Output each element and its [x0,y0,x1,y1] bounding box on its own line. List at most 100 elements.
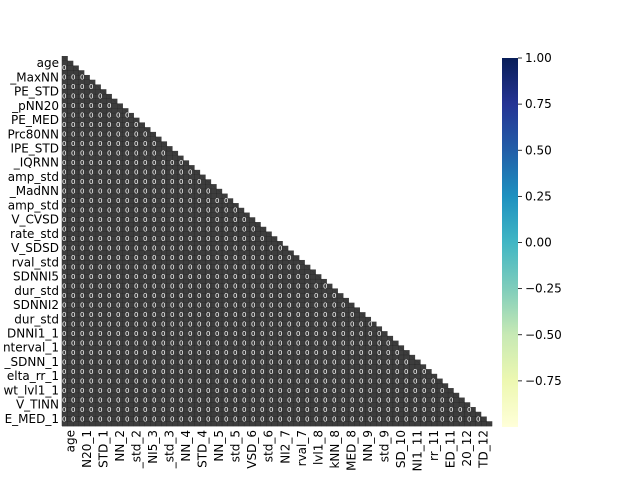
cell-annotation: 0 [377,339,381,347]
cell-annotation: 0 [350,358,354,366]
heatmap-cell [84,259,90,266]
heatmap-cell [183,184,190,190]
heatmap-cell [161,321,168,327]
heatmap-cell [177,259,184,266]
cell-annotation: 0 [287,387,291,395]
x-tick-label: rr_11 [427,430,441,461]
heatmap-cell [67,174,74,180]
heatmap-cell [277,364,283,370]
heatmap-cell [332,407,338,413]
cell-annotation: 0 [386,406,390,414]
heatmap-cell [150,331,157,337]
heatmap-cell [73,293,79,299]
heatmap-cell [133,255,140,261]
cell-annotation: 0 [206,273,210,281]
heatmap-cell [100,231,107,237]
cell-annotation: 0 [314,387,318,395]
heatmap-cell [260,340,267,346]
heatmap-cell [100,321,107,327]
heatmap-cell [111,350,118,356]
heatmap-cell [139,236,145,242]
cell-annotation: 0 [107,169,111,177]
cell-annotation: 0 [62,102,66,110]
heatmap-cell [62,397,68,403]
cell-annotation: 0 [161,320,165,328]
heatmap-cell [243,226,250,232]
heatmap-cell [84,326,90,332]
heatmap-cell [260,255,267,261]
heatmap-cell [133,421,140,427]
heatmap-cell [260,411,267,417]
heatmap-cell [117,122,123,128]
heatmap-cell [111,378,118,384]
cell-annotation: 0 [224,396,228,404]
heatmap-cell [62,350,68,356]
heatmap-cell [100,335,107,341]
cell-annotation: 0 [98,387,102,395]
cell-annotation: 0 [71,197,75,205]
heatmap-cell [67,179,74,185]
cell-annotation: 0 [269,282,273,290]
heatmap-cell [194,326,201,332]
heatmap-cell [62,60,68,66]
heatmap-cell [458,407,465,413]
heatmap-cell [315,307,322,313]
heatmap-cell [144,146,151,152]
cell-annotation: 0 [287,377,291,385]
heatmap-cell [128,288,134,294]
heatmap-cell [243,350,250,356]
cell-annotation: 0 [125,264,129,272]
heatmap-cell [277,397,283,403]
y-tick-label: dur_std [14,284,59,298]
heatmap-cell [304,411,311,417]
heatmap-cell [188,241,195,247]
cell-annotation: 0 [107,264,111,272]
heatmap-cell [409,407,416,413]
heatmap-cell [221,373,228,379]
heatmap-cell [232,345,239,351]
heatmap-cell [221,383,228,389]
heatmap-cell [95,345,101,351]
heatmap-cell [166,198,173,204]
heatmap-cell [354,354,360,360]
heatmap-cell [166,203,173,209]
heatmap-cell [332,383,338,389]
heatmap-cell [243,383,250,389]
heatmap-cell [254,293,261,299]
heatmap-cell [436,421,443,427]
heatmap-cell [315,350,322,356]
cell-annotation: 0 [350,406,354,414]
heatmap-cell [122,131,129,137]
cell-annotation: 0 [206,282,210,290]
heatmap-cell [183,193,190,199]
heatmap-cell [73,141,79,147]
cell-annotation: 0 [260,349,264,357]
heatmap-cell [161,217,168,223]
heatmap-cell [150,259,157,266]
heatmap-cell [260,397,267,403]
heatmap-cell [188,222,195,228]
heatmap-cell [194,397,201,403]
cell-annotation: 0 [395,406,399,414]
heatmap-cell [348,369,355,375]
heatmap-cell [155,274,162,280]
heatmap-cell [78,340,85,346]
heatmap-cell [205,392,212,398]
heatmap-cell [282,369,289,375]
heatmap-cell [221,226,228,232]
heatmap-cell [238,212,245,218]
heatmap-cell [348,326,355,332]
heatmap-cell [150,193,157,199]
heatmap-cell [117,302,123,308]
heatmap-cell [155,340,162,346]
heatmap-cell [111,340,118,346]
heatmap-cell [183,217,190,223]
heatmap-cell [67,93,74,99]
cell-annotation: 0 [116,415,120,423]
cell-annotation: 0 [188,415,192,423]
heatmap-cell [216,345,223,351]
heatmap-cell [249,259,256,266]
heatmap-cell [288,302,294,308]
heatmap-cell [249,402,256,408]
heatmap-cell [199,283,206,289]
